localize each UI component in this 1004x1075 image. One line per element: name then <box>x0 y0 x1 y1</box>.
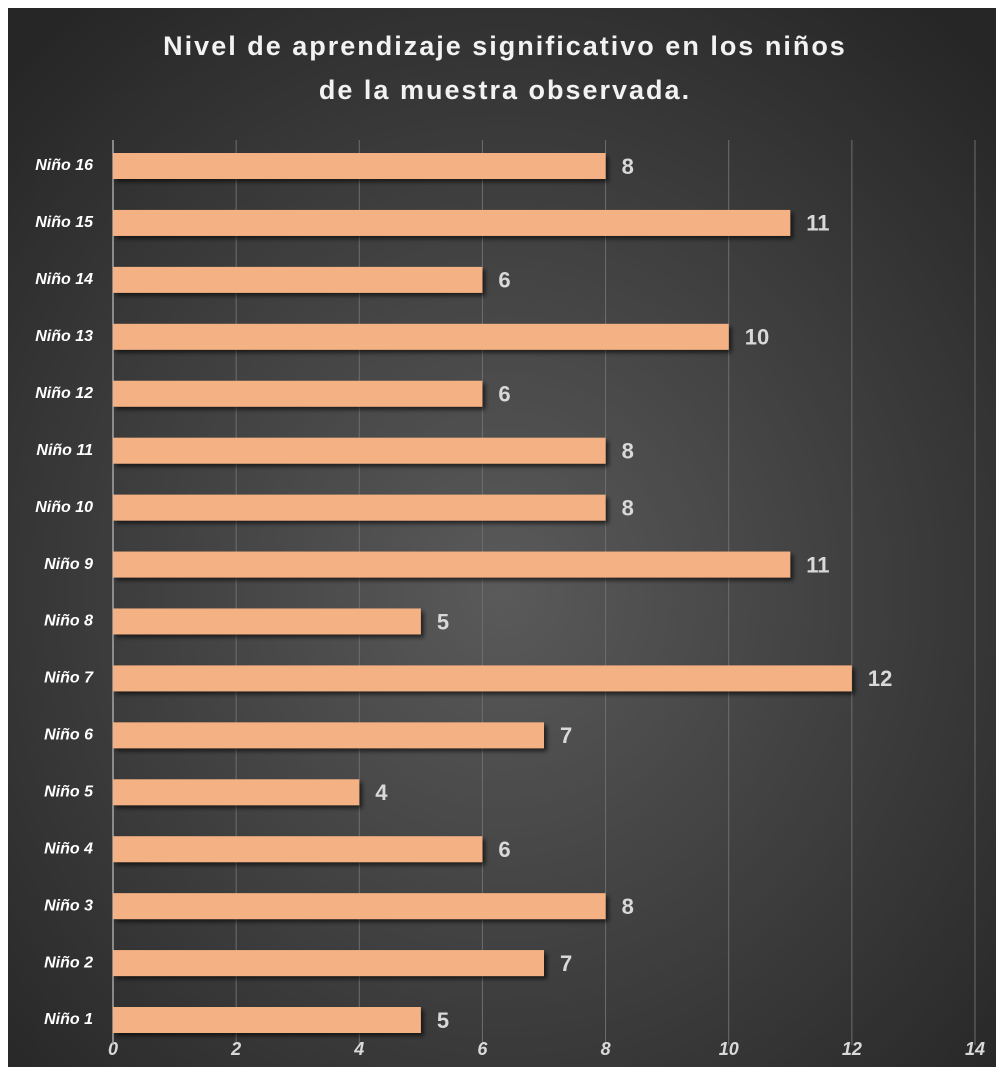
bar <box>113 209 791 236</box>
chart-title: Nivel de aprendizaje significativo en lo… <box>163 31 847 105</box>
bar <box>113 893 606 920</box>
bar <box>113 665 852 692</box>
data-label: 6 <box>498 268 510 293</box>
y-tick-label: Niño 14 <box>35 271 93 288</box>
data-label: 7 <box>560 951 572 976</box>
x-tick-label: 8 <box>601 1039 611 1059</box>
x-tick-label: 6 <box>477 1039 488 1059</box>
y-tick-label: Niño 1 <box>44 1011 93 1028</box>
bar <box>113 722 544 749</box>
data-label: 5 <box>437 609 449 634</box>
data-label: 12 <box>868 666 892 691</box>
x-tick-label: 14 <box>965 1039 985 1059</box>
y-tick-label: Niño 16 <box>35 157 93 174</box>
bar <box>113 323 729 350</box>
bar <box>113 608 421 635</box>
y-tick-label: Niño 15 <box>35 214 94 231</box>
bar <box>113 1007 421 1033</box>
data-label: 4 <box>375 780 388 805</box>
x-tick-label: 12 <box>842 1039 862 1059</box>
bar <box>113 437 606 464</box>
bar <box>113 153 606 179</box>
y-tick-label: Niño 4 <box>44 840 93 857</box>
data-label: 6 <box>498 382 510 407</box>
bar <box>113 950 544 977</box>
data-label: 5 <box>437 1008 449 1033</box>
bar <box>113 779 360 806</box>
x-tick-label: 10 <box>719 1039 739 1059</box>
x-tick-label: 0 <box>108 1039 118 1059</box>
chart-background <box>8 8 996 1067</box>
y-tick-label: Niño 7 <box>44 670 94 687</box>
y-tick-label: Niño 13 <box>35 328 93 345</box>
x-tick-label: 4 <box>353 1039 364 1059</box>
bar <box>113 380 483 407</box>
data-label: 7 <box>560 723 572 748</box>
data-label: 11 <box>806 211 829 236</box>
bar <box>113 551 791 578</box>
bar <box>113 266 483 293</box>
y-tick-label: Niño 3 <box>44 897 93 914</box>
y-tick-label: Niño 11 <box>36 442 93 459</box>
data-label: 8 <box>622 438 634 463</box>
y-tick-label: Niño 5 <box>44 783 94 800</box>
bar <box>113 836 483 863</box>
y-tick-label: Niño 12 <box>35 385 93 402</box>
y-tick-label: Niño 8 <box>44 613 93 630</box>
data-label: 8 <box>622 154 634 179</box>
data-label: 11 <box>806 552 829 577</box>
y-tick-label: Niño 6 <box>44 727 93 744</box>
y-tick-label: Niño 10 <box>35 499 93 516</box>
x-tick-label: 2 <box>230 1039 241 1059</box>
bar <box>113 494 606 521</box>
data-label: 8 <box>622 495 634 520</box>
data-label: 8 <box>622 894 634 919</box>
y-tick-label: Niño 2 <box>44 954 93 971</box>
data-label: 10 <box>745 325 769 350</box>
y-tick-label: Niño 9 <box>44 556 93 573</box>
data-label: 6 <box>498 837 510 862</box>
